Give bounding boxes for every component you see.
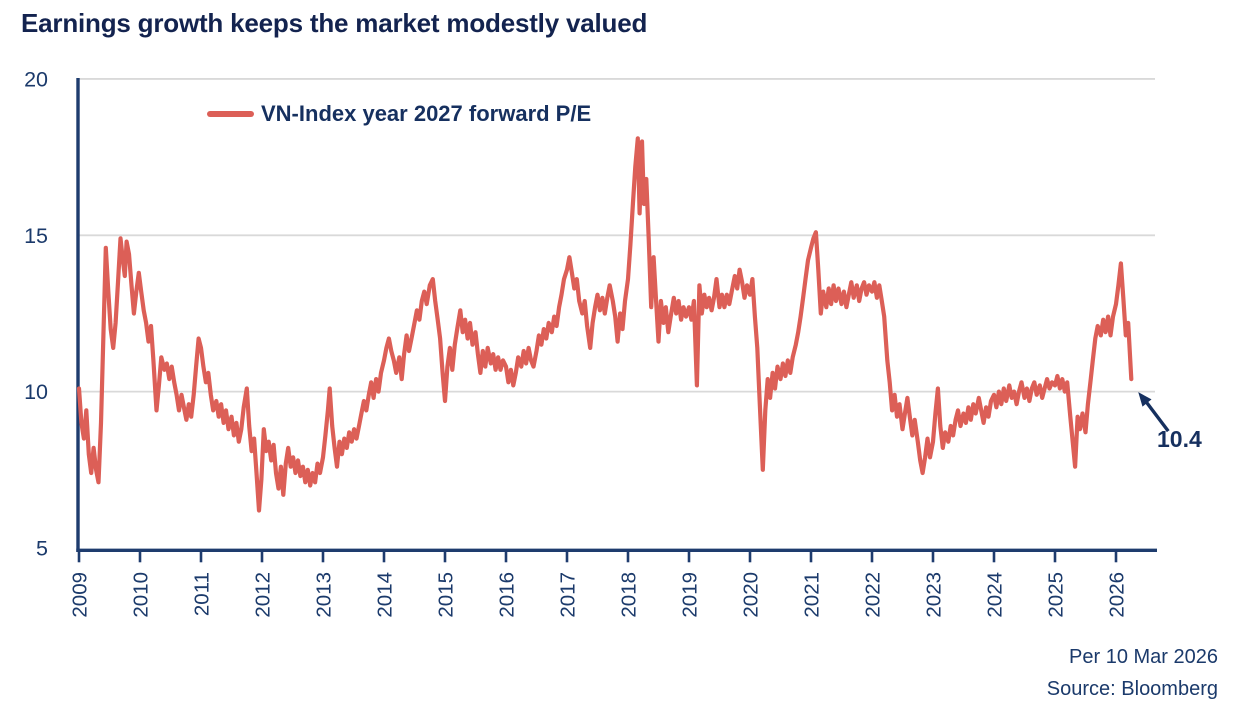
x-tick-label-2016: 2016 xyxy=(496,572,519,618)
y-tick-label-5: 5 xyxy=(36,537,48,561)
y-tick-label-10: 10 xyxy=(24,380,48,404)
annotation-arrow-head xyxy=(1138,392,1152,407)
legend-label: VN-Index year 2027 forward P/E xyxy=(261,101,592,126)
annotation-arrow-shaft xyxy=(1145,401,1170,433)
y-tick-label-15: 15 xyxy=(24,224,48,248)
as-of-date: Per 10 Mar 2026 xyxy=(1069,646,1218,668)
x-tick-label-2025: 2025 xyxy=(1045,572,1068,618)
y-tick-label-20: 20 xyxy=(24,67,48,91)
x-tick-label-2012: 2012 xyxy=(252,572,275,618)
x-tick-label-2020: 2020 xyxy=(740,572,763,618)
source-credit: Source: Bloomberg xyxy=(1046,678,1218,700)
x-tick-label-2026: 2026 xyxy=(1106,572,1129,618)
x-tick-label-2015: 2015 xyxy=(435,572,458,618)
annotation-value: 10.4 xyxy=(1157,426,1202,452)
x-tick-label-2022: 2022 xyxy=(862,572,885,618)
x-tick-label-2024: 2024 xyxy=(984,572,1007,618)
legend: VN-Index year 2027 forward P/E xyxy=(207,101,591,127)
x-tick-label-2014: 2014 xyxy=(374,572,397,618)
x-tick-label-2023: 2023 xyxy=(923,572,946,618)
pe-line-series xyxy=(76,136,1134,513)
x-tick-label-2011: 2011 xyxy=(191,572,214,616)
x-tick-label-2019: 2019 xyxy=(679,572,702,618)
chart-footer: Per 10 Mar 2026 Source: Bloomberg xyxy=(1047,641,1218,705)
page-title: Earnings growth keeps the market modestl… xyxy=(21,8,648,38)
x-tick-label-2009: 2009 xyxy=(69,572,92,618)
x-tick-label-2021: 2021 xyxy=(801,572,824,618)
x-tick-label-2010: 2010 xyxy=(130,572,153,618)
x-tick-label-2013: 2013 xyxy=(313,572,336,618)
x-tick-label-2018: 2018 xyxy=(618,572,641,618)
legend-line-swatch xyxy=(207,111,254,117)
x-tick-label-2017: 2017 xyxy=(557,572,580,618)
